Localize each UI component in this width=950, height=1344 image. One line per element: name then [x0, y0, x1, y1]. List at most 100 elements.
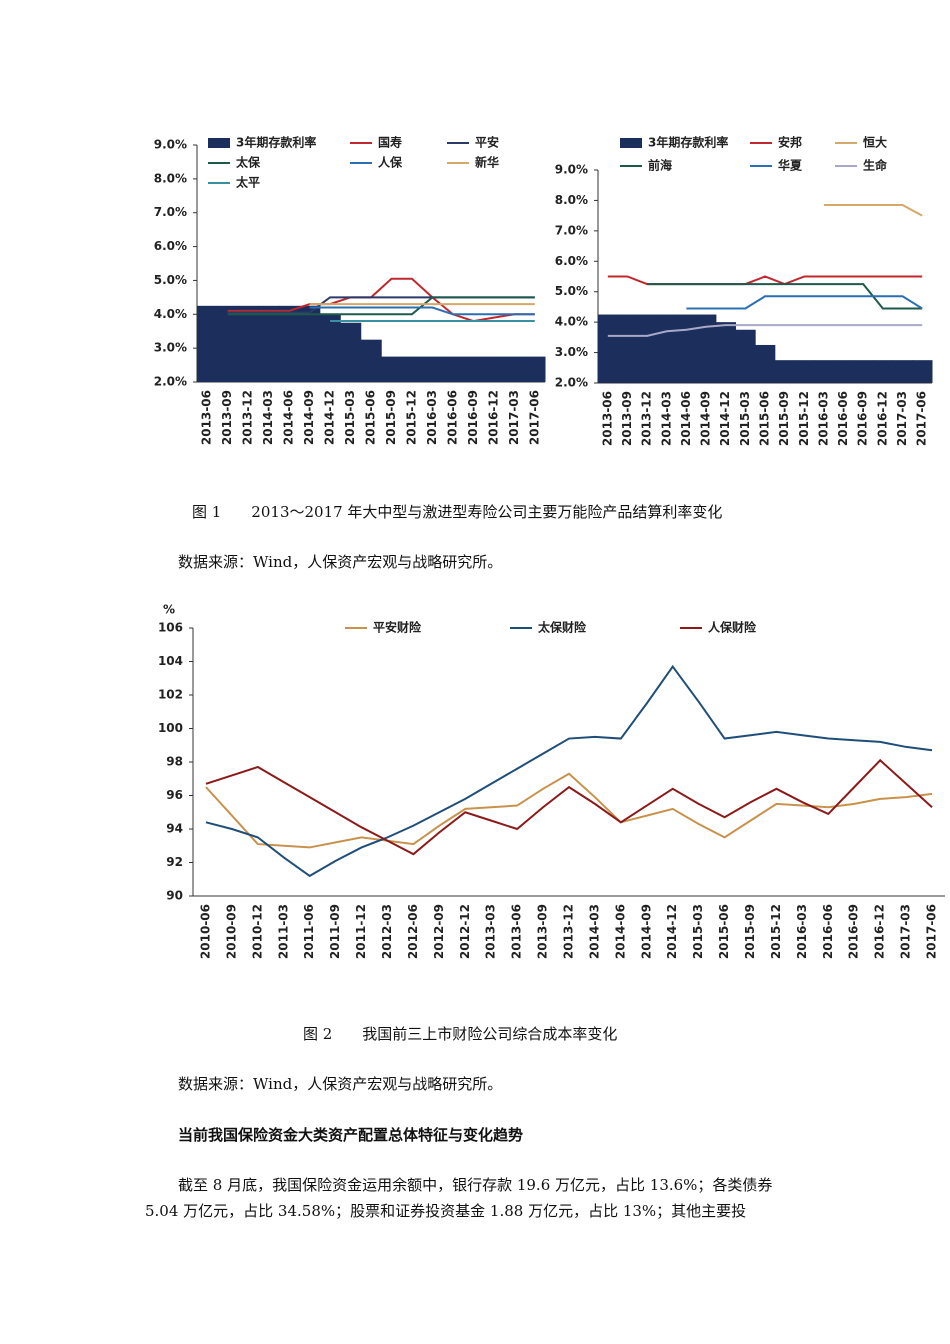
- series-line: [205, 758, 933, 856]
- y-tick-label: 90: [166, 889, 183, 903]
- x-tick-label: 2011-03: [276, 904, 290, 959]
- legend-swatch: [208, 138, 230, 148]
- x-tick-label: 2017-03: [899, 904, 913, 959]
- area-bar: [656, 314, 678, 383]
- area-bar: [892, 360, 913, 383]
- series-line: [205, 664, 933, 878]
- area-bar: [676, 314, 697, 383]
- area-bar: [217, 305, 239, 382]
- area-bar: [442, 356, 464, 382]
- area-bar: [598, 314, 619, 383]
- y-tick-label: 6.0%: [555, 254, 588, 268]
- area-bar: [340, 322, 362, 382]
- x-tick-label: 2011-09: [328, 904, 342, 959]
- legend-label: 3年期存款利率: [236, 135, 316, 150]
- y-tick-label: 100: [158, 721, 183, 735]
- series-line: [686, 295, 923, 310]
- legend-label: 新华: [475, 155, 499, 170]
- y-tick-label: 104: [158, 654, 183, 668]
- x-tick-label: 2013-06: [200, 390, 214, 445]
- area-bar: [319, 314, 341, 382]
- x-tick-label: 2015-09: [743, 904, 757, 959]
- x-tick-label: 2011-06: [302, 904, 316, 959]
- x-tick-label: 2016-03: [795, 904, 809, 959]
- y-tick-label: 4.0%: [555, 315, 588, 329]
- area-bar: [873, 360, 894, 383]
- x-tick-label: 2014-12: [718, 391, 732, 446]
- area-bar: [637, 314, 658, 383]
- x-tick-label: 2016-06: [836, 391, 850, 446]
- y-tick-label: 8.0%: [555, 193, 588, 207]
- x-tick-label: 2017-06: [925, 904, 939, 959]
- caption: 图 2 我国前三上市财险公司综合成本率变化: [303, 1025, 618, 1043]
- y-axis-label: %: [163, 603, 175, 617]
- area-bar: [278, 305, 300, 382]
- series-line: [607, 275, 923, 286]
- y-tick-label: 106: [158, 621, 183, 635]
- y-tick-label: 4.0%: [154, 307, 187, 321]
- x-tick-label: 2012-09: [432, 904, 446, 959]
- legend-label: 人保财险: [708, 620, 757, 635]
- area-bar: [853, 360, 874, 383]
- x-tick-label: 2013-12: [562, 904, 576, 959]
- area-bar: [833, 360, 854, 383]
- x-tick-label: 2015-09: [384, 390, 398, 445]
- x-tick-label: 2017-06: [915, 391, 929, 446]
- area-bar: [696, 314, 717, 383]
- x-tick-label: 2016-12: [875, 391, 889, 446]
- legend-label: 安邦: [778, 135, 802, 150]
- y-tick-label: 6.0%: [154, 239, 187, 253]
- area-bar: [912, 360, 933, 383]
- x-tick-label: 2015-03: [738, 391, 752, 446]
- legend-label: 人保: [378, 155, 403, 170]
- x-tick-label: 2017-03: [507, 390, 521, 445]
- x-tick-label: 2013-03: [484, 904, 498, 959]
- x-tick-label: 2017-03: [895, 391, 909, 446]
- legend-label: 恒大: [863, 135, 887, 150]
- area-bar: [422, 356, 444, 382]
- area-bar: [381, 356, 403, 382]
- x-tick-label: 2013-12: [640, 391, 654, 446]
- caption: 图 1 2013～2017 年大中型与激进型寿险公司主要万能险产品结算利率变化: [192, 503, 723, 521]
- x-tick-label: 2012-12: [458, 904, 472, 959]
- legend-label: 生命: [863, 158, 888, 173]
- x-tick-label: 2016-03: [816, 391, 830, 446]
- x-tick-label: 2014-09: [699, 391, 713, 446]
- y-tick-label: 94: [166, 822, 183, 836]
- legend-label: 平安: [475, 135, 499, 150]
- x-tick-label: 2016-12: [873, 904, 887, 959]
- series-line: [309, 306, 535, 316]
- x-tick-label: 2016-09: [466, 390, 480, 445]
- y-tick-label: 2.0%: [154, 375, 187, 389]
- source: 数据来源：Wind，人保资产宏观与战略研究所。: [178, 1075, 503, 1093]
- x-tick-label: 2011-12: [354, 904, 368, 959]
- x-tick-label: 2014-12: [665, 904, 679, 959]
- y-tick-label: 7.0%: [555, 223, 588, 237]
- legend-label: 3年期存款利率: [648, 135, 728, 150]
- y-tick-label: 5.0%: [154, 273, 187, 287]
- x-tick-label: 2014-06: [679, 391, 693, 446]
- heading: 当前我国保险资金大类资产配置总体特征与变化趋势: [178, 1126, 524, 1144]
- legend-label: 太平: [236, 175, 260, 190]
- x-tick-label: 2010-12: [250, 904, 264, 959]
- x-tick-label: 2013-06: [600, 391, 614, 446]
- legend-label: 太保财险: [538, 620, 587, 635]
- y-tick-label: 2.0%: [555, 376, 588, 390]
- legend-label: 华夏: [778, 158, 803, 173]
- x-tick-label: 2014-03: [261, 390, 275, 445]
- series-line: [823, 203, 923, 217]
- series-line: [647, 283, 923, 310]
- x-tick-label: 2016-06: [445, 390, 459, 445]
- x-tick-label: 2014-06: [613, 904, 627, 959]
- x-tick-label: 2014-09: [302, 390, 316, 445]
- y-tick-label: 9.0%: [555, 163, 588, 177]
- x-tick-label: 2012-03: [380, 904, 394, 959]
- x-tick-label: 2016-12: [486, 390, 500, 445]
- area-bar: [504, 356, 526, 382]
- x-tick-label: 2017-06: [527, 390, 541, 445]
- x-tick-label: 2014-03: [587, 904, 601, 959]
- paragraph: 截至 8 月底，我国保险资金运用余额中，银行存款 19.6 万亿元，占比 13.…: [145, 1176, 773, 1220]
- y-tick-label: 96: [166, 788, 183, 802]
- x-tick-label: 2015-06: [364, 390, 378, 445]
